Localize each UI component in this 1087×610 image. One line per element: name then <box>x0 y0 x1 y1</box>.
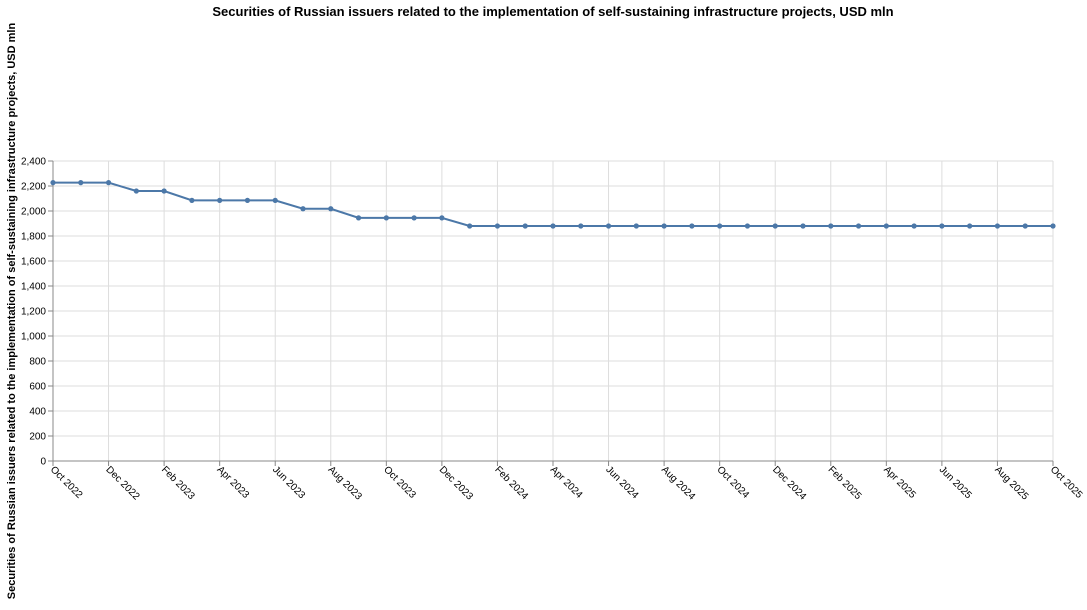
x-tick-label: Feb 2025 <box>826 464 864 502</box>
x-tick-label: Jun 2023 <box>270 464 307 501</box>
data-point <box>133 188 139 194</box>
data-point <box>855 223 862 229</box>
x-tick-label: Oct 2023 <box>381 464 418 501</box>
x-axis-ticks: Oct 2022 Dec 2022 Feb 2023 Apr 2023 Jun 2023… <box>48 461 1085 503</box>
data-point <box>300 206 306 212</box>
x-tick-label: Aug 2025 <box>992 464 1030 502</box>
y-tick-label: 1,200 <box>21 307 46 318</box>
data-point <box>50 180 56 186</box>
data-point <box>800 223 806 229</box>
data-point <box>383 215 389 221</box>
y-tick-label: 2,400 <box>21 157 46 168</box>
data-point <box>439 215 445 221</box>
x-tick-label: Oct 2024 <box>715 464 752 501</box>
y-tick-label: 1,400 <box>21 282 46 293</box>
y-axis-title: Securities of Russian issuers related to… <box>6 23 18 600</box>
x-tick-label: Oct 2025 <box>1048 464 1085 501</box>
grid <box>52 160 1054 462</box>
data-point <box>828 223 834 229</box>
data-point <box>161 188 167 194</box>
x-tick-label: Feb 2023 <box>159 464 197 502</box>
data-point <box>355 215 362 221</box>
x-tick-label: Apr 2024 <box>548 464 585 501</box>
data-point <box>1022 223 1028 229</box>
data-point <box>633 223 639 229</box>
y-tick-label: 1,600 <box>21 257 46 268</box>
data-point <box>105 180 112 186</box>
data-point <box>217 197 223 203</box>
data-point <box>494 223 501 229</box>
data-point <box>689 223 695 229</box>
data-point <box>189 197 195 203</box>
y-tick-label: 600 <box>29 382 46 393</box>
data-point <box>911 223 917 229</box>
y-axis-ticks: 0 200 400 600 800 1,000 1,200 1,400 1,600 1,800 2,… <box>21 157 53 468</box>
data-point <box>883 223 889 229</box>
data-point <box>522 223 528 229</box>
data-point <box>1050 223 1056 229</box>
data-point <box>578 223 584 229</box>
data-point <box>605 223 612 229</box>
data-point <box>244 197 251 203</box>
x-tick-label: Dec 2022 <box>103 464 141 502</box>
y-tick-label: 0 <box>40 457 46 468</box>
x-tick-label: Dec 2023 <box>437 464 475 502</box>
chart-title: Securities of Russian issuers related to… <box>212 4 893 19</box>
data-point <box>994 223 1001 229</box>
x-tick-label: Apr 2023 <box>215 464 252 501</box>
x-tick-label: Jun 2025 <box>937 464 974 501</box>
data-point <box>550 223 556 229</box>
y-tick-label: 2,200 <box>21 182 46 193</box>
data-point <box>939 223 945 229</box>
x-tick-label: Jun 2024 <box>603 464 640 501</box>
x-tick-label: Apr 2025 <box>881 464 918 501</box>
x-tick-label: Dec 2024 <box>770 464 808 502</box>
data-point <box>661 223 667 229</box>
y-tick-label: 800 <box>29 357 46 368</box>
data-point <box>272 197 278 203</box>
y-tick-label: 200 <box>29 432 46 443</box>
data-point <box>78 180 84 186</box>
y-tick-label: 400 <box>29 407 46 418</box>
data-point <box>744 223 751 229</box>
data-point <box>411 215 417 221</box>
data-point <box>967 223 973 229</box>
data-point <box>467 223 473 229</box>
y-tick-label: 1,800 <box>21 232 46 243</box>
data-point <box>772 223 778 229</box>
x-tick-label: Feb 2024 <box>492 464 530 502</box>
x-tick-label: Aug 2024 <box>659 464 697 502</box>
x-tick-label: Oct 2022 <box>48 464 85 501</box>
y-tick-label: 2,000 <box>21 207 46 218</box>
data-point <box>717 223 723 229</box>
y-tick-label: 1,000 <box>21 332 46 343</box>
x-tick-label: Aug 2023 <box>326 464 364 502</box>
data-point <box>328 206 334 212</box>
series <box>50 180 1056 229</box>
